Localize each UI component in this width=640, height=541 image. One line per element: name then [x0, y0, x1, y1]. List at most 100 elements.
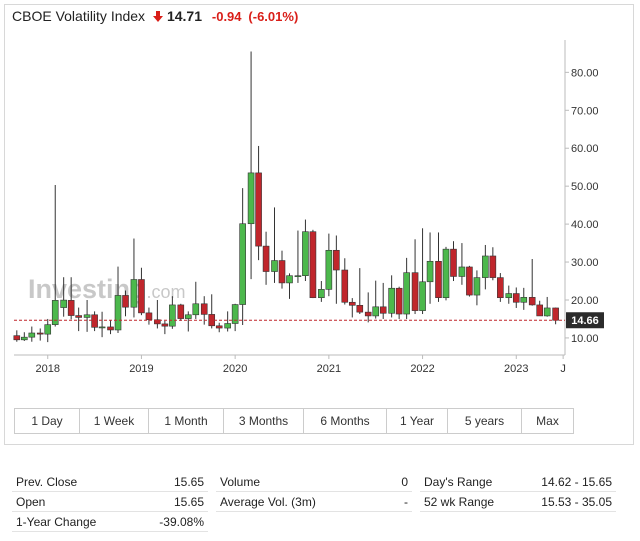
last-price-tag-bg [566, 312, 604, 329]
candle-body [215, 325, 223, 329]
x-tick-label: 2021 [317, 363, 341, 375]
candle-body [520, 297, 528, 303]
candle-body [528, 297, 536, 306]
chart: Investing.com 10.00 20.00 30.00 40.00 50.00 60… [13, 40, 604, 375]
watermark: Investing.com [28, 274, 186, 304]
candle-body [325, 249, 333, 290]
y-tick-label: 60.00 [571, 143, 599, 155]
stat-label: Volume [220, 474, 261, 489]
candle-body [239, 223, 246, 305]
stat-label: Prev. Close [16, 474, 78, 489]
range-button[interactable]: 1 Day [15, 409, 80, 433]
candle-body [13, 335, 21, 341]
candle-body [28, 332, 36, 338]
x-tick-label: 2018 [35, 363, 59, 375]
widget-frame [4, 4, 634, 445]
candle-body [388, 287, 395, 314]
y-tick-label: 70.00 [571, 105, 599, 117]
stat-cell: Day's Range 14.62 - 15.65 [420, 472, 616, 492]
candle-body [51, 300, 59, 325]
x-tick-label: 2022 [410, 363, 434, 375]
candle-body [36, 332, 44, 335]
candle-body [411, 272, 419, 311]
range-button[interactable]: 1 Month [149, 409, 224, 433]
candle-body [98, 326, 106, 329]
candle-body [318, 289, 325, 299]
candle-body [442, 248, 450, 299]
candle-body [21, 336, 28, 341]
candle-body [278, 260, 286, 284]
candle-body [184, 314, 192, 319]
candle-body [271, 260, 278, 272]
candle-body [262, 245, 270, 272]
candle-body [426, 260, 434, 283]
range-button[interactable]: Max [536, 414, 559, 428]
stat-label: 1-Year Change [16, 514, 97, 529]
range-button[interactable]: 6 Months [304, 409, 387, 433]
stats-table: Prev. Close 15.65 Volume 0 Day's Range 14.62 … [8, 472, 632, 532]
range-button[interactable]: 1 Year [387, 409, 448, 433]
stat-cell: Average Vol. (3m) - [216, 492, 412, 512]
stat-label: Open [16, 494, 46, 509]
candle-body [75, 315, 82, 318]
candle-body [379, 306, 387, 314]
price-change-pct: (-6.01%) [248, 9, 299, 24]
candle-body [44, 324, 52, 335]
stat-label: Day's Range [424, 474, 493, 489]
candle-body [91, 314, 98, 328]
candle-body [122, 295, 129, 308]
candle-body [200, 303, 208, 315]
candle-body [255, 172, 262, 247]
candle-body [67, 300, 75, 316]
watermark-suffix: .com [147, 282, 186, 302]
candle-body [333, 249, 340, 271]
candle-body [489, 255, 497, 278]
stat-cell: Open 15.65 [12, 492, 208, 512]
candle-body [247, 172, 255, 225]
candle-body [482, 255, 489, 278]
candle-body [458, 266, 466, 277]
candle-body [177, 304, 185, 319]
candle-body [466, 266, 473, 296]
range-button[interactable]: 3 Months [224, 409, 304, 433]
candle-body [512, 293, 520, 303]
stat-value: 0 [401, 474, 408, 489]
stats-row: Open 15.65 Average Vol. (3m) - 52 wk Range 15… [8, 492, 632, 512]
candle-body [169, 304, 176, 327]
candle-body [450, 248, 457, 277]
candle-body [107, 326, 114, 331]
stat-value: 15.65 [173, 474, 204, 489]
stat-value: 15.53 - 35.05 [541, 494, 612, 509]
candle-body [114, 295, 122, 331]
x-tick-label: 2020 [223, 363, 247, 375]
range-button[interactable]: 1 Week [80, 409, 149, 433]
candle-body [419, 281, 426, 311]
candle-body [543, 307, 551, 317]
candle-body [294, 275, 302, 278]
candle-body [348, 301, 356, 306]
stat-cell: Volume 0 [216, 472, 412, 492]
y-tick-label: 30.00 [571, 257, 599, 269]
range-button[interactable]: 5 years [448, 409, 522, 433]
candle-body [145, 312, 153, 321]
y-tick-label: 50.00 [571, 181, 599, 193]
stat-label: Average Vol. (3m) [220, 494, 316, 509]
stat-value: 14.62 - 15.65 [541, 474, 612, 489]
candle-body [154, 319, 161, 325]
x-tick-label: 2023 [504, 363, 528, 375]
stat-cell: Prev. Close 15.65 [12, 472, 208, 492]
stat-value: 15.65 [173, 494, 204, 509]
stat-value: -39.08% [159, 514, 204, 529]
candle-body [341, 269, 349, 303]
candle-body [536, 304, 543, 317]
candle-body [356, 304, 364, 313]
candle-body [364, 311, 372, 317]
down-arrow [152, 11, 163, 22]
candle-body [231, 304, 239, 324]
stat-value: - [404, 494, 408, 509]
price-change: -0.94 [211, 9, 242, 24]
candle-body [130, 279, 138, 308]
candle-body [505, 293, 513, 299]
candle-body [372, 306, 380, 317]
